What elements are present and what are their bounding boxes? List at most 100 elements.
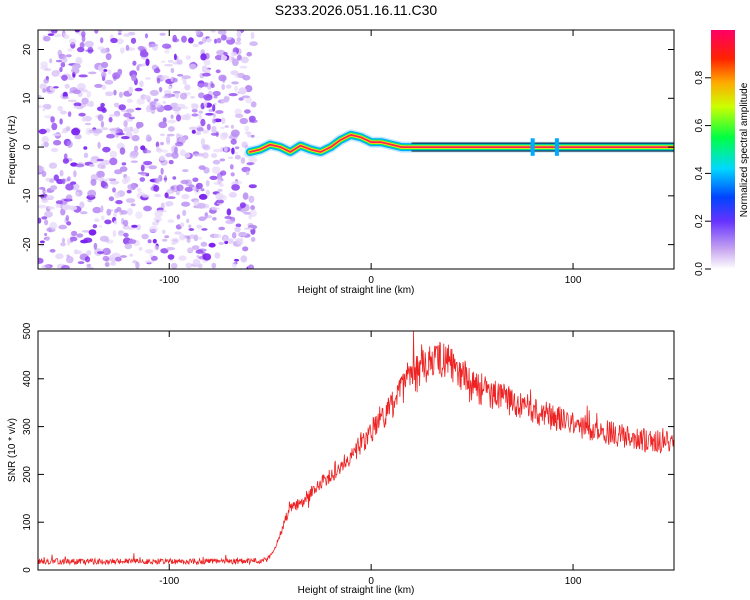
noise-field — [38, 30, 258, 269]
noise-blob — [217, 188, 223, 192]
noise-blob — [113, 220, 118, 225]
noise-blob — [41, 136, 49, 144]
noise-blob — [98, 225, 102, 228]
noise-blob — [59, 118, 63, 125]
noise-blob — [144, 260, 155, 264]
noise-blob — [192, 177, 199, 183]
noise-blob — [50, 185, 58, 191]
snr-frame — [37, 330, 675, 571]
noise-blob — [167, 126, 175, 132]
noise-blob — [126, 98, 133, 104]
noise-blob — [240, 255, 248, 263]
noise-blob — [145, 134, 152, 142]
noise-blob — [114, 191, 121, 199]
noise-blob — [145, 77, 152, 80]
noise-blob — [73, 105, 81, 109]
noise-blob — [61, 96, 70, 100]
noise-blob — [239, 202, 246, 209]
noise-blob — [77, 261, 85, 265]
noise-blob — [197, 83, 206, 87]
spectrogram-xlabel: Height of straight line (km) — [298, 285, 415, 296]
noise-blob — [106, 208, 112, 216]
noise-blob — [129, 253, 134, 257]
noise-blob — [148, 225, 159, 233]
noise-blob — [195, 30, 201, 36]
noise-blob — [227, 156, 234, 159]
noise-blob — [188, 37, 194, 44]
noise-blob — [102, 159, 110, 166]
noise-blob — [96, 170, 105, 179]
noise-blob — [84, 40, 94, 48]
noise-blob — [73, 170, 77, 178]
colorbar-tick-label: 0.6 — [694, 118, 705, 132]
noise-blob — [174, 111, 180, 115]
noise-blob — [250, 31, 255, 40]
noise-blob — [68, 38, 77, 45]
noise-blob — [162, 101, 167, 104]
x-tick-label: 100 — [565, 275, 582, 286]
noise-blob — [67, 238, 71, 246]
noise-blob — [166, 196, 176, 200]
noise-blob — [110, 261, 116, 266]
noise-blob — [212, 118, 216, 124]
colorbar-tick-label: 0.0 — [694, 262, 705, 276]
noise-blob — [139, 80, 144, 88]
noise-blob — [108, 196, 115, 202]
noise-blob — [97, 251, 104, 255]
noise-blob — [97, 141, 101, 149]
noise-blob — [89, 163, 95, 167]
noise-blob — [144, 33, 149, 39]
noise-blob — [201, 144, 209, 149]
noise-blob — [75, 191, 80, 197]
noise-blob — [136, 187, 142, 193]
noise-blob — [164, 49, 170, 54]
noise-blob — [155, 177, 161, 184]
noise-blob — [239, 65, 248, 69]
noise-blob — [220, 34, 227, 41]
noise-blob — [231, 232, 237, 239]
noise-blob — [247, 131, 251, 138]
noise-blob — [231, 147, 235, 155]
noise-blob — [236, 54, 242, 61]
noise-blob — [133, 145, 139, 152]
noise-blob — [250, 134, 255, 138]
noise-blob — [172, 239, 178, 242]
noise-blob — [123, 127, 131, 132]
noise-blob — [160, 133, 165, 137]
noise-blob — [202, 129, 209, 134]
noise-blob — [153, 68, 161, 74]
noise-blob — [176, 114, 181, 122]
noise-blob — [205, 112, 214, 116]
noise-blob — [212, 90, 221, 97]
noise-blob — [120, 109, 128, 113]
noise-blob — [189, 234, 196, 239]
noise-blob — [97, 114, 104, 122]
noise-blob — [50, 30, 58, 34]
noise-blob — [38, 128, 47, 135]
noise-blob — [61, 178, 66, 185]
noise-blob — [164, 235, 170, 239]
noise-blob — [242, 192, 249, 200]
noise-blob — [233, 258, 240, 262]
noise-blob — [153, 216, 162, 223]
y-tick-label: 10 — [22, 92, 33, 104]
y-tick-label: 0 — [22, 144, 33, 150]
noise-blob — [55, 203, 62, 208]
noise-blob — [63, 34, 70, 40]
noise-blob — [215, 110, 224, 114]
noise-blob — [62, 158, 69, 164]
noise-blob — [94, 128, 103, 134]
noise-blob — [162, 149, 168, 153]
noise-blob — [65, 54, 72, 58]
noise-blob — [59, 110, 67, 115]
noise-blob — [181, 201, 191, 207]
noise-blob — [52, 133, 62, 137]
noise-blob — [143, 205, 152, 212]
noise-blob — [228, 93, 238, 97]
noise-blob — [190, 103, 198, 107]
noise-blob — [81, 116, 87, 122]
noise-blob — [149, 89, 159, 96]
noise-blob — [242, 246, 249, 252]
noise-blob — [176, 59, 183, 65]
noise-blob — [220, 126, 225, 130]
